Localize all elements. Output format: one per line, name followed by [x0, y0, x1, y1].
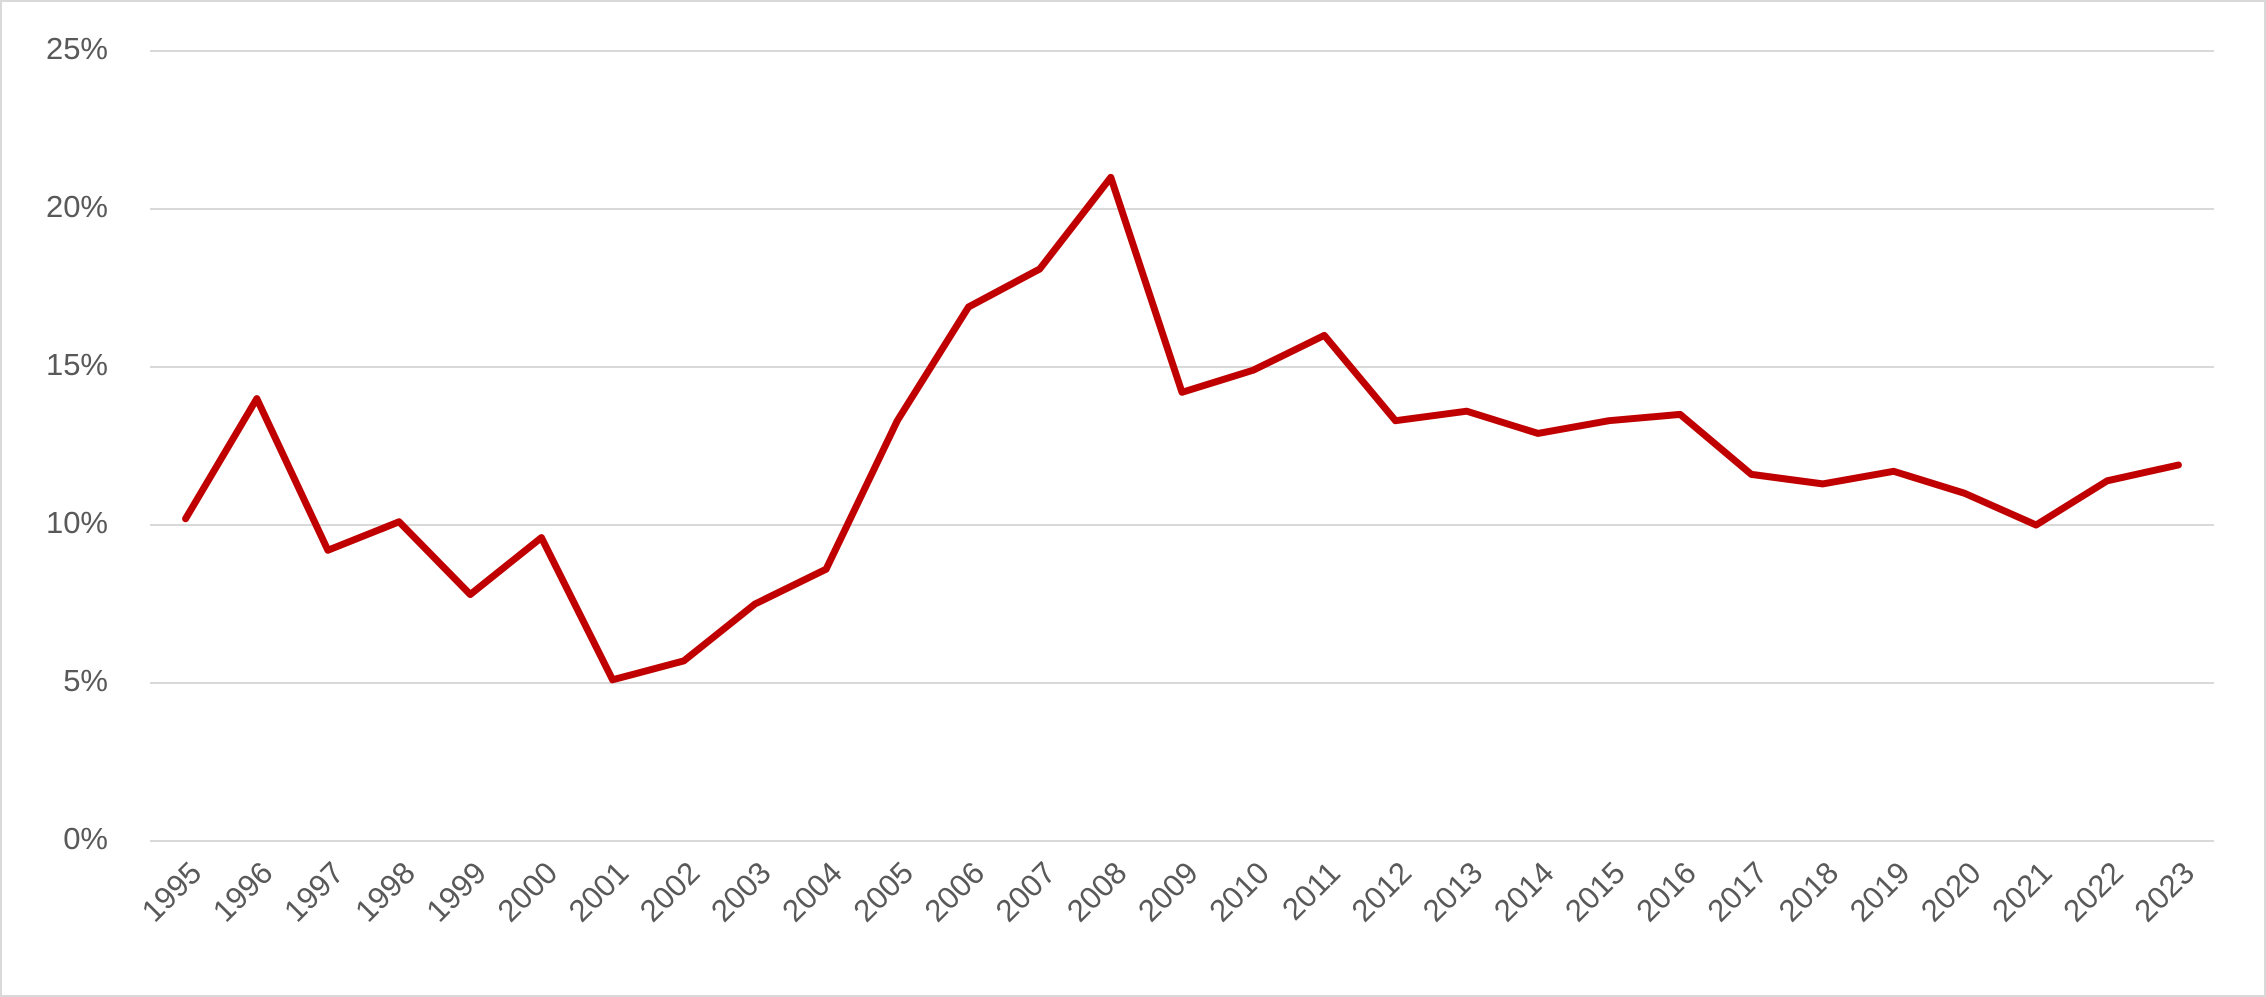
- y-tick-label: 10%: [46, 505, 108, 540]
- data-line: [182, 173, 2182, 684]
- y-tick-label: 5%: [63, 663, 108, 698]
- y-tick-label: 20%: [46, 189, 108, 224]
- y-tick-label: 0%: [63, 821, 108, 856]
- y-tick-label: 25%: [46, 31, 108, 66]
- y-tick-label: 15%: [46, 347, 108, 382]
